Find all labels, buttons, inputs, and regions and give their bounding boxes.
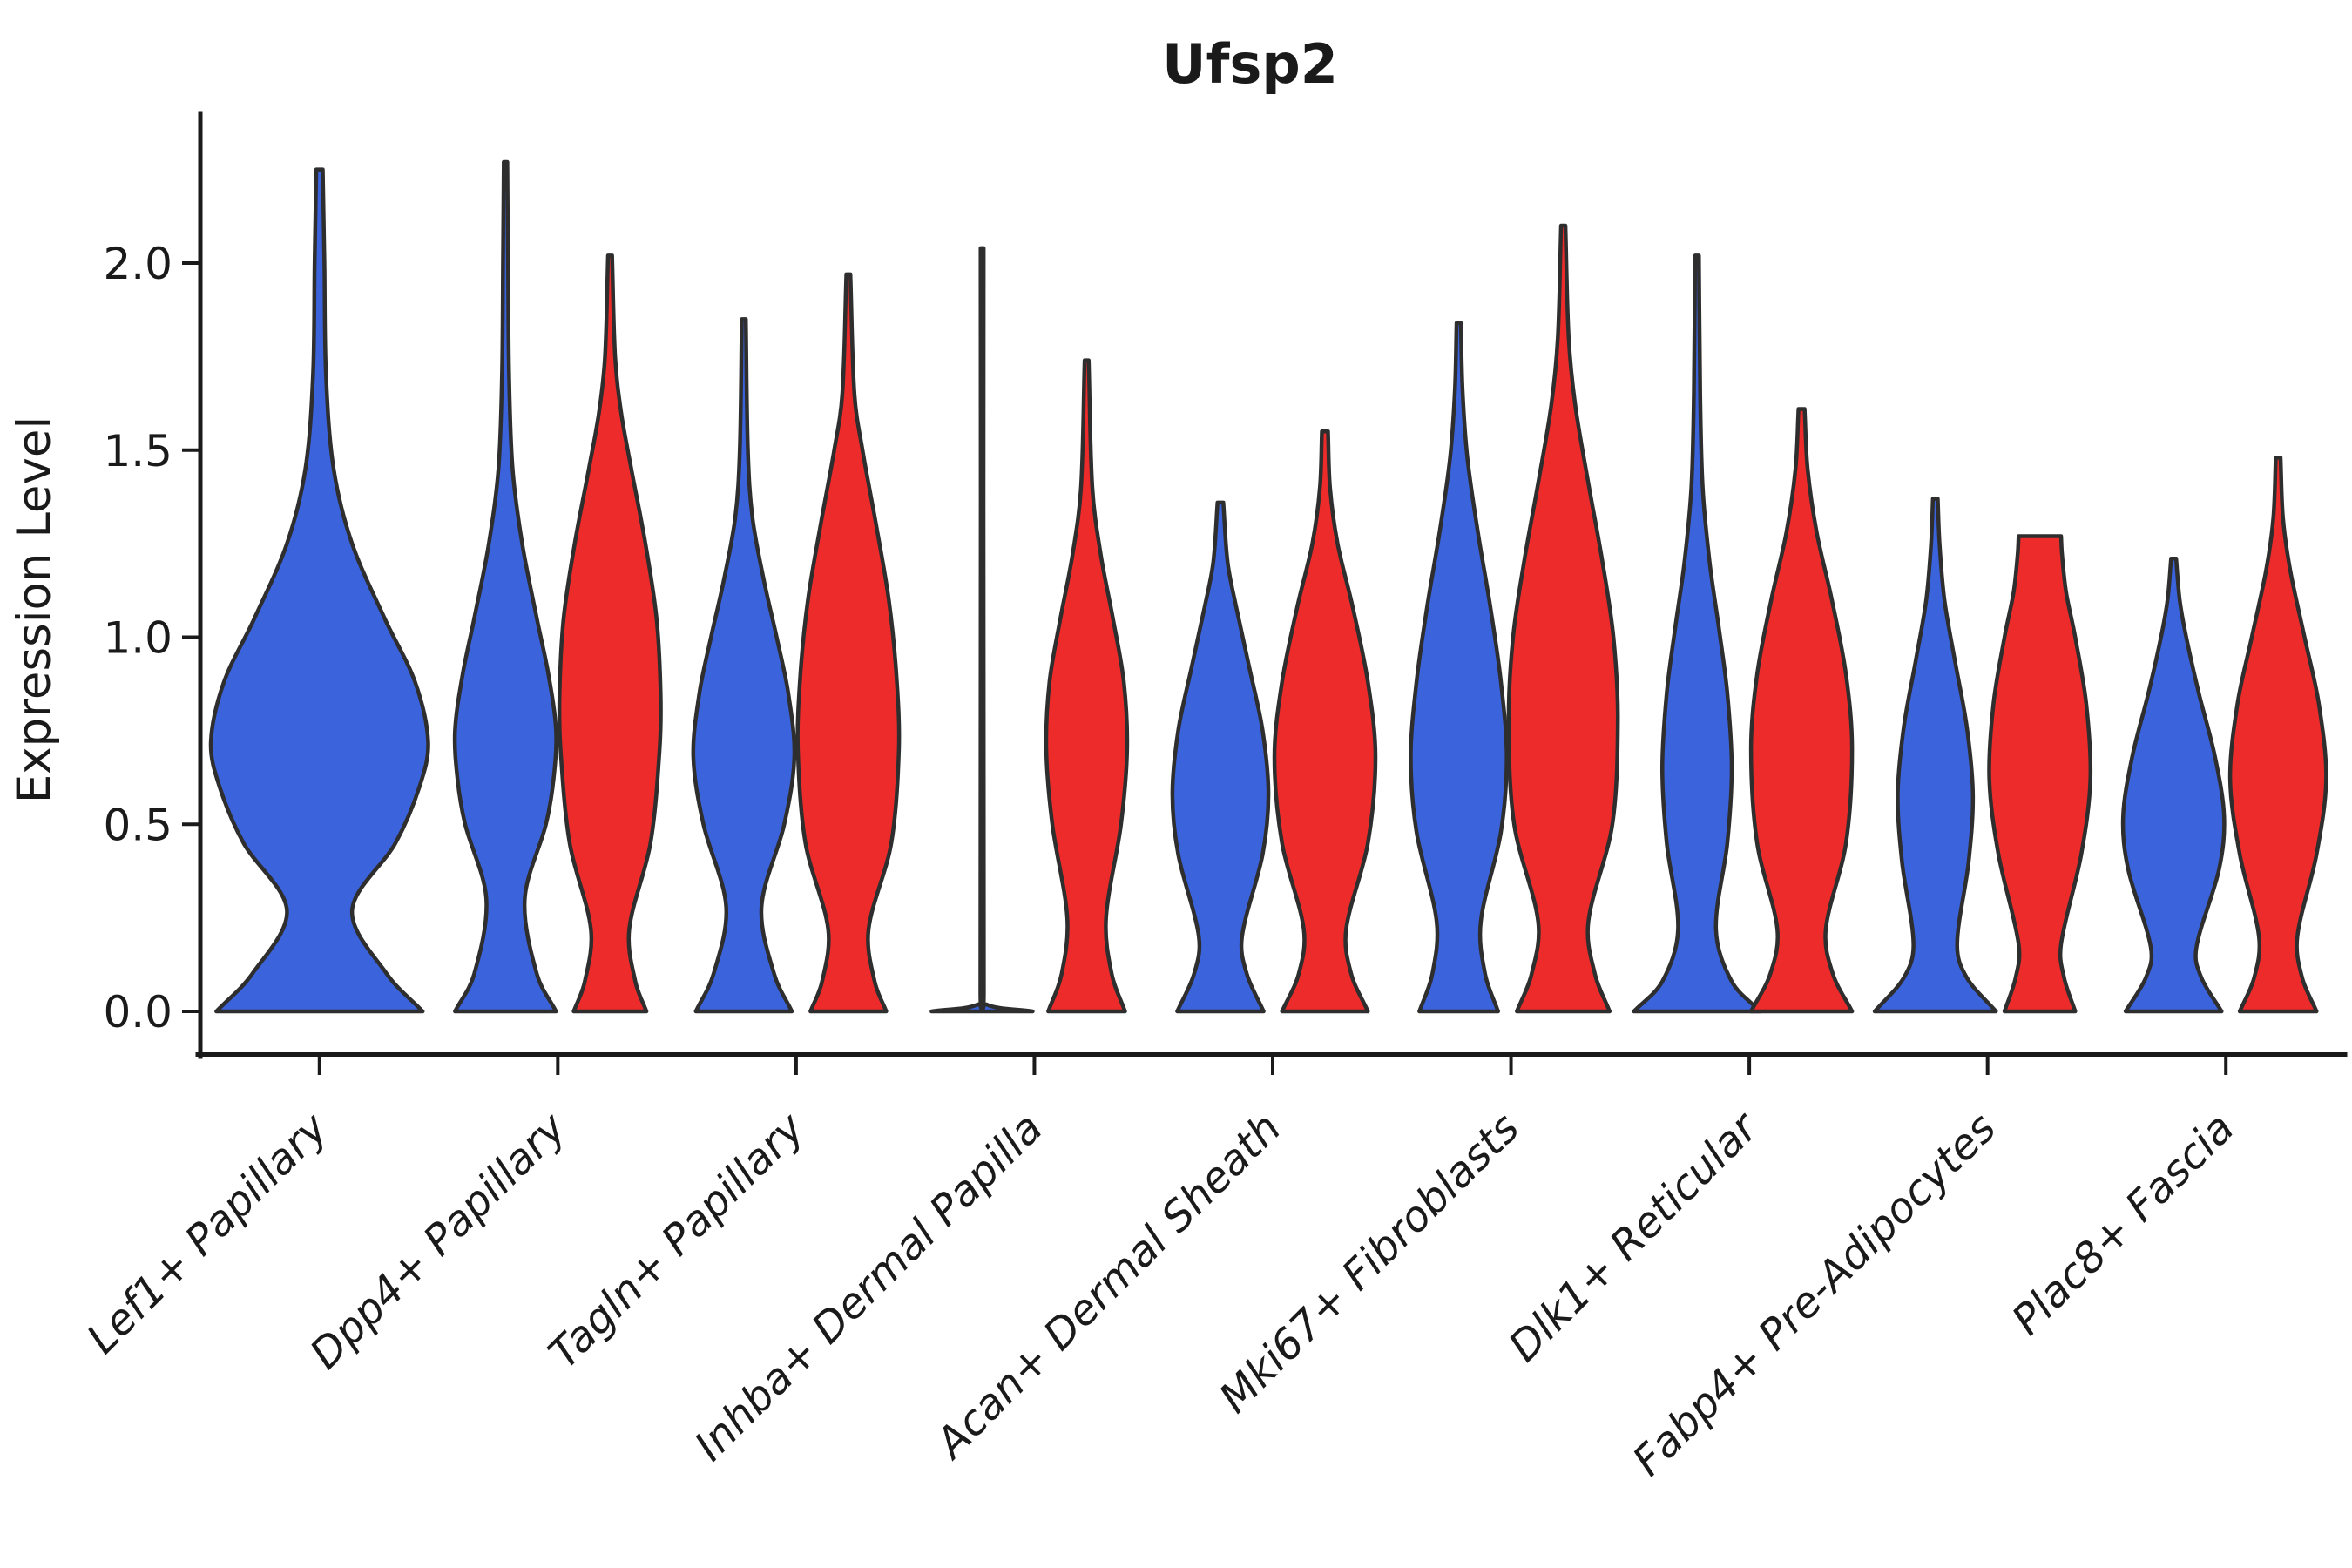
violin-dlk1-reticular-blue — [1632, 253, 1762, 1014]
violin-plac8-fascia-red — [2227, 456, 2328, 1014]
y-tick-label: 0.5 — [103, 800, 172, 850]
y-tick-label: 1.5 — [103, 426, 172, 476]
x-category-label-dlk1-reticular: Dlk1+ Reticular — [1499, 1102, 1769, 1372]
violin-inhba-dermal-papilla-blue — [929, 246, 1035, 1014]
y-axis-ticks: 0.0 0.5 1.0 1.5 2.0 — [103, 239, 200, 1037]
y-axis-label: Expression Level — [8, 416, 61, 803]
violin-dpp4-papillary-blue — [452, 159, 558, 1014]
violin-fabp4-pre-adipocytes-blue — [1872, 497, 1998, 1014]
x-category-label-dpp4-papillary: Dpp4+ Papillary — [301, 1103, 576, 1378]
violin-dlk1-reticular-red — [1748, 407, 1855, 1014]
chart-title: Ufsp2 — [1162, 32, 1338, 96]
violin-lef1-papillary-blue — [208, 167, 430, 1014]
violin-fabp4-pre-adipocytes-red — [1987, 534, 2093, 1014]
x-category-label-tagln-papillary: Tagln+ Papillary — [539, 1103, 814, 1378]
violin-mki67-fibroblasts-blue — [1409, 321, 1509, 1014]
violin-tagln-papillary-blue — [691, 317, 797, 1014]
y-tick-label: 0.0 — [103, 987, 172, 1037]
violins-layer — [208, 159, 2328, 1014]
violin-tagln-papillary-red — [795, 272, 902, 1014]
violin-acan-dermal-sheath-red — [1272, 429, 1378, 1014]
y-tick-label: 2.0 — [103, 239, 172, 289]
y-tick-label: 1.0 — [103, 613, 172, 664]
violin-inhba-dermal-papilla-red — [1044, 358, 1130, 1014]
violin-acan-dermal-sheath-blue — [1170, 500, 1271, 1014]
x-category-label-lef1-papillary: Lef1+ Papillary — [78, 1103, 338, 1363]
violin-plac8-fascia-blue — [2120, 557, 2227, 1014]
x-category-label-plac8-fascia: Plac8+ Fascia — [2003, 1104, 2244, 1345]
violin-dpp4-papillary-red — [557, 253, 663, 1014]
violin-mki67-fibroblasts-red — [1506, 223, 1620, 1014]
